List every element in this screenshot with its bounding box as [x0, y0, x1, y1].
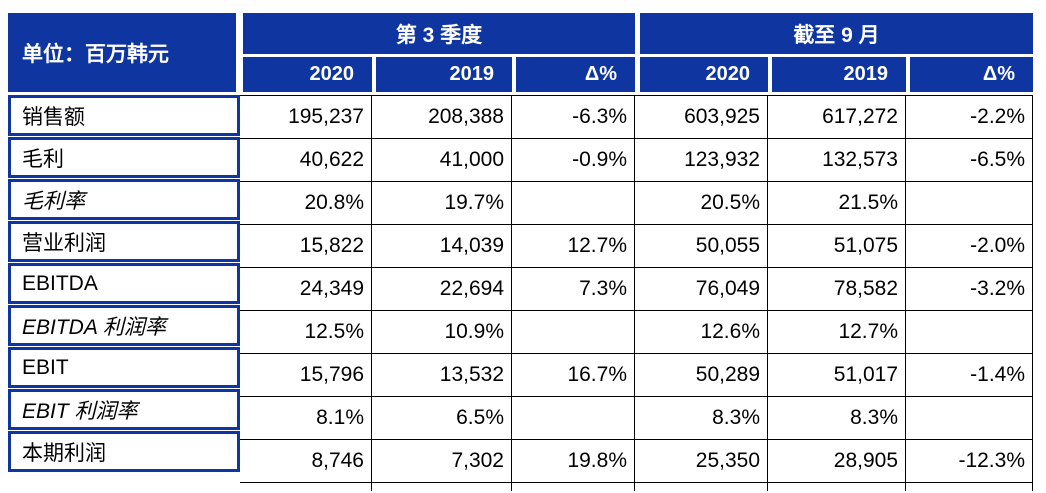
year-header-ytd-2019: 2019 — [768, 57, 906, 95]
data-cell: 14,039 — [372, 225, 512, 268]
data-cell: 12.6% — [635, 311, 768, 354]
column-group-header-row: 第 3 季度 截至 9 月 — [240, 13, 1033, 57]
data-cell: 12.7% — [512, 225, 635, 268]
data-cell: -3.2% — [906, 268, 1033, 311]
data-cell: 6.5% — [372, 397, 512, 440]
data-cell: 12.7% — [768, 311, 906, 354]
year-header-ytd-delta: Δ% — [906, 57, 1033, 95]
row-label-ebit-margin: EBIT 利润率 — [8, 389, 240, 430]
table-crop-stub — [635, 483, 768, 491]
data-cell — [512, 311, 635, 354]
data-cell: 24,349 — [240, 268, 372, 311]
data-cell: 76,049 — [635, 268, 768, 311]
data-cell — [512, 182, 635, 225]
table-crop-stubs — [240, 483, 1033, 491]
data-cell: 7.3% — [512, 268, 635, 311]
data-cell: 15,822 — [240, 225, 372, 268]
row-label-ebit: EBIT — [8, 347, 240, 388]
data-cell: 208,388 — [372, 96, 512, 139]
data-cell: 617,272 — [768, 96, 906, 139]
data-cell: 20.8% — [240, 182, 372, 225]
data-cell — [512, 397, 635, 440]
data-grid: 195,237 208,388 -6.3% 603,925 617,272 -2… — [240, 95, 1033, 483]
data-cell: 195,237 — [240, 96, 372, 139]
data-cell: 12.5% — [240, 311, 372, 354]
data-cell — [906, 397, 1033, 440]
group-header-q3: 第 3 季度 — [240, 13, 635, 57]
data-cell: -12.3% — [906, 440, 1033, 483]
data-cell: 19.7% — [372, 182, 512, 225]
table-crop-stub — [372, 483, 512, 491]
row-label-column: 单位：百万韩元 销售额 毛利 毛利率 营业利润 EBITDA EBITDA 利润… — [8, 13, 240, 491]
data-cell: 20.5% — [635, 182, 768, 225]
table-crop-stub — [240, 483, 372, 491]
table-crop-stub — [906, 483, 1033, 491]
data-cell: 78,582 — [768, 268, 906, 311]
data-cell: 8,746 — [240, 440, 372, 483]
data-cell: 28,905 — [768, 440, 906, 483]
data-cell: 50,055 — [635, 225, 768, 268]
data-cell: 25,350 — [635, 440, 768, 483]
row-label-operating-profit: 营业利润 — [8, 221, 240, 262]
row-label-gross-profit: 毛利 — [8, 137, 240, 178]
data-cell: -1.4% — [906, 354, 1033, 397]
data-cell: 16.7% — [512, 354, 635, 397]
year-header-q3-2020: 2020 — [240, 57, 372, 95]
row-label-ebitda-margin: EBITDA 利润率 — [8, 305, 240, 346]
data-cell: 10.9% — [372, 311, 512, 354]
year-header-q3-delta: Δ% — [512, 57, 635, 95]
data-cell: 51,017 — [768, 354, 906, 397]
data-cell: -6.3% — [512, 96, 635, 139]
data-area: 第 3 季度 截至 9 月 2020 2019 Δ% 2020 2019 Δ% … — [240, 13, 1033, 491]
year-header-row: 2020 2019 Δ% 2020 2019 Δ% — [240, 57, 1033, 95]
data-cell: 7,302 — [372, 440, 512, 483]
data-cell: 21.5% — [768, 182, 906, 225]
data-cell: 8.3% — [768, 397, 906, 440]
group-header-ytd: 截至 9 月 — [635, 13, 1033, 57]
year-header-ytd-2020: 2020 — [635, 57, 768, 95]
data-cell: 19.8% — [512, 440, 635, 483]
data-cell: 50,289 — [635, 354, 768, 397]
data-cell: -2.0% — [906, 225, 1033, 268]
data-cell: 51,075 — [768, 225, 906, 268]
data-cell — [906, 182, 1033, 225]
data-cell: 8.3% — [635, 397, 768, 440]
unit-header-cell: 单位：百万韩元 — [8, 13, 240, 92]
row-label-sales: 销售额 — [8, 95, 240, 136]
financial-summary-table: 单位：百万韩元 销售额 毛利 毛利率 营业利润 EBITDA EBITDA 利润… — [8, 13, 1033, 491]
data-cell — [906, 311, 1033, 354]
data-cell: 603,925 — [635, 96, 768, 139]
data-cell: 8.1% — [240, 397, 372, 440]
data-cell: 15,796 — [240, 354, 372, 397]
row-label-net-profit: 本期利润 — [8, 431, 240, 472]
data-cell: 132,573 — [768, 139, 906, 182]
row-label-ebitda: EBITDA — [8, 263, 240, 304]
data-cell: -6.5% — [906, 139, 1033, 182]
data-cell: -2.2% — [906, 96, 1033, 139]
data-cell: 40,622 — [240, 139, 372, 182]
data-cell: 22,694 — [372, 268, 512, 311]
data-cell: 123,932 — [635, 139, 768, 182]
year-header-q3-2019: 2019 — [372, 57, 512, 95]
row-label-gross-margin: 毛利率 — [8, 179, 240, 220]
data-cell: 13,532 — [372, 354, 512, 397]
data-cell: 41,000 — [372, 139, 512, 182]
data-cell: -0.9% — [512, 139, 635, 182]
table-crop-stub — [768, 483, 906, 491]
table-crop-stub — [512, 483, 635, 491]
